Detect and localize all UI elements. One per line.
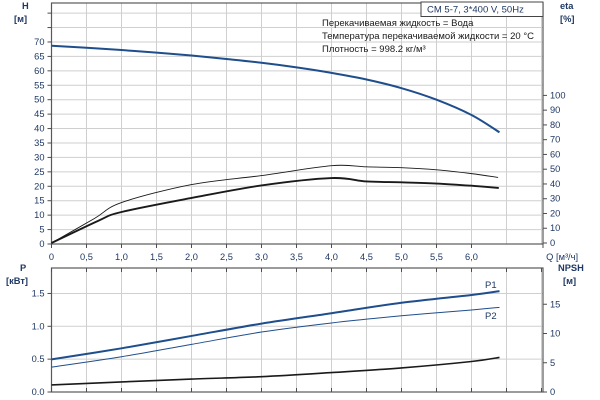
svg-text:[м]: [м] xyxy=(14,14,27,24)
svg-text:15: 15 xyxy=(34,196,44,206)
svg-text:40: 40 xyxy=(550,179,560,189)
svg-text:Температура перекачиваемой жид: Температура перекачиваемой жидкости = 20… xyxy=(322,31,534,42)
svg-text:NPSH: NPSH xyxy=(558,263,584,273)
svg-text:90: 90 xyxy=(550,105,560,115)
svg-text:60: 60 xyxy=(34,66,44,76)
svg-text:50: 50 xyxy=(34,95,44,105)
svg-text:1,5: 1,5 xyxy=(150,252,163,262)
svg-text:Q [м³/ч]: Q [м³/ч] xyxy=(541,252,578,262)
svg-text:1.0: 1.0 xyxy=(32,321,45,331)
svg-text:eta: eta xyxy=(560,1,574,11)
svg-text:1.5: 1.5 xyxy=(32,288,45,298)
svg-text:35: 35 xyxy=(34,138,44,148)
svg-text:0: 0 xyxy=(550,238,555,248)
svg-text:CM 5-7, 3*400 V, 50Hz: CM 5-7, 3*400 V, 50Hz xyxy=(427,4,524,15)
svg-text:P: P xyxy=(20,263,26,273)
svg-text:P2: P2 xyxy=(485,311,497,322)
svg-text:5,0: 5,0 xyxy=(395,252,408,262)
svg-text:55: 55 xyxy=(34,80,44,90)
svg-text:70: 70 xyxy=(550,135,560,145)
svg-text:100: 100 xyxy=(550,90,566,100)
svg-text:60: 60 xyxy=(550,149,560,159)
svg-text:10: 10 xyxy=(34,210,44,220)
svg-text:2,0: 2,0 xyxy=(185,252,198,262)
svg-text:0.0: 0.0 xyxy=(32,387,45,397)
svg-text:4,0: 4,0 xyxy=(325,252,338,262)
svg-text:50: 50 xyxy=(550,164,560,174)
svg-text:Перекачиваемая жидкость = Вода: Перекачиваемая жидкость = Вода xyxy=(322,18,474,29)
svg-text:5: 5 xyxy=(39,225,44,235)
svg-text:30: 30 xyxy=(34,152,44,162)
svg-text:4,5: 4,5 xyxy=(360,252,373,262)
svg-text:20: 20 xyxy=(34,181,44,191)
svg-text:0: 0 xyxy=(39,239,44,249)
svg-text:3,5: 3,5 xyxy=(290,252,303,262)
svg-text:3,0: 3,0 xyxy=(255,252,268,262)
svg-text:10: 10 xyxy=(550,329,560,339)
svg-text:70: 70 xyxy=(34,37,44,47)
svg-text:45: 45 xyxy=(34,109,44,119)
svg-text:6,0: 6,0 xyxy=(465,252,478,262)
svg-text:H: H xyxy=(22,1,29,11)
svg-text:5: 5 xyxy=(550,358,555,368)
svg-text:5,5: 5,5 xyxy=(430,252,443,262)
svg-text:25: 25 xyxy=(34,167,44,177)
svg-text:10: 10 xyxy=(550,223,560,233)
svg-text:[кВт]: [кВт] xyxy=(6,276,28,286)
svg-text:40: 40 xyxy=(34,124,44,134)
svg-text:0,5: 0,5 xyxy=(80,252,93,262)
svg-text:[%]: [%] xyxy=(560,14,574,24)
svg-text:0.5: 0.5 xyxy=(32,354,45,364)
svg-text:20: 20 xyxy=(550,208,560,218)
svg-text:[м]: [м] xyxy=(563,276,576,286)
svg-text:0: 0 xyxy=(550,387,555,397)
svg-text:2,5: 2,5 xyxy=(220,252,233,262)
svg-text:30: 30 xyxy=(550,194,560,204)
svg-text:Плотность = 998.2 кг/м³: Плотность = 998.2 кг/м³ xyxy=(322,44,426,55)
svg-text:0: 0 xyxy=(49,252,54,262)
svg-text:65: 65 xyxy=(34,51,44,61)
svg-text:15: 15 xyxy=(550,299,560,309)
svg-text:1,0: 1,0 xyxy=(115,252,128,262)
svg-text:P1: P1 xyxy=(485,280,497,291)
svg-text:80: 80 xyxy=(550,120,560,130)
